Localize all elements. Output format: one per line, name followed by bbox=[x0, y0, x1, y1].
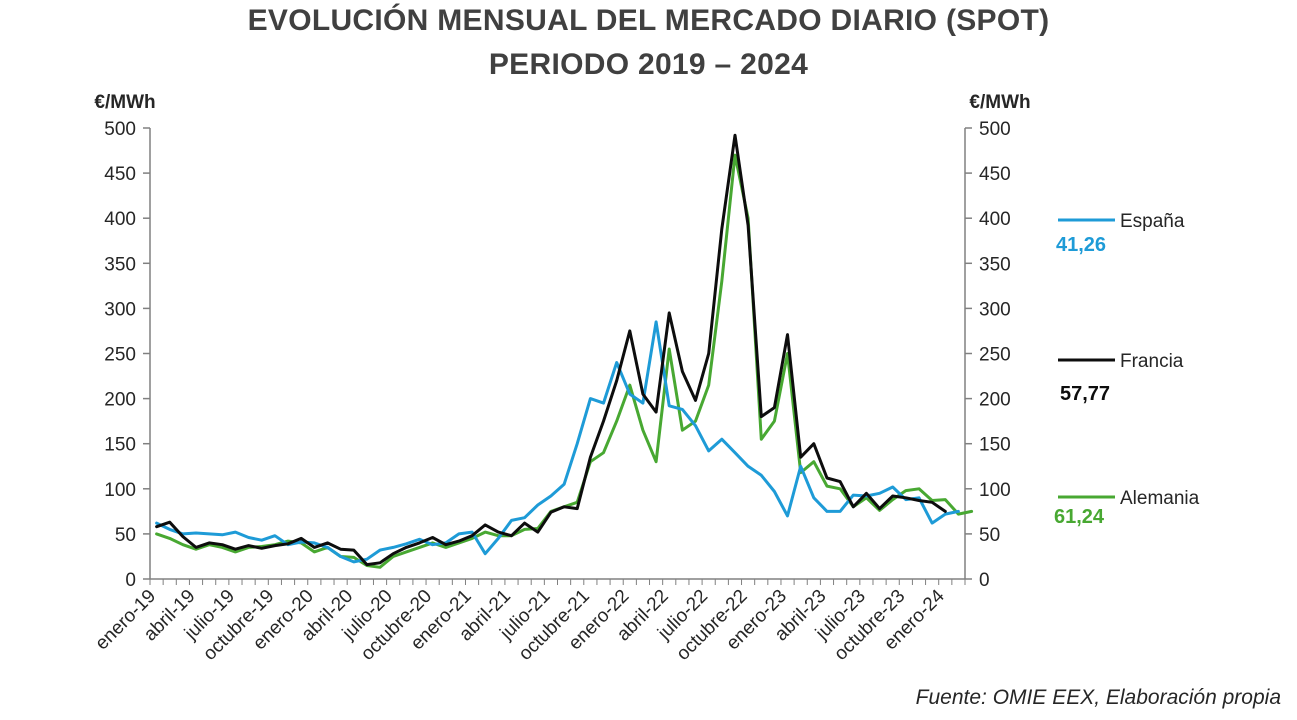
y-tick-label-right: 300 bbox=[979, 299, 1011, 320]
y-tick-label-left: 450 bbox=[104, 164, 136, 185]
legend-label-francia: Francia bbox=[1120, 351, 1184, 372]
y-tick-label-right: 400 bbox=[979, 209, 1011, 230]
chart-title: EVOLUCIÓN MENSUAL DEL MERCADO DIARIO (SP… bbox=[247, 4, 1050, 37]
y-tick-label-right: 200 bbox=[979, 390, 1011, 411]
chart-legend: España 41,26 Francia 57,77 Alemania 61,24 bbox=[1054, 211, 1200, 528]
y-unit-right: €/MWh bbox=[969, 92, 1030, 113]
y-tick-label-left: 250 bbox=[104, 345, 136, 366]
y-tick-label-right: 500 bbox=[979, 119, 1011, 140]
y-tick-label-right: 450 bbox=[979, 164, 1011, 185]
chart-subtitle: PERIODO 2019 – 2024 bbox=[488, 48, 809, 81]
legend-value-francia: 57,77 bbox=[1060, 383, 1110, 405]
y-tick-label-right: 250 bbox=[979, 345, 1011, 366]
y-tick-label-right: 150 bbox=[979, 435, 1011, 456]
y-tick-label-right: 100 bbox=[979, 480, 1011, 501]
series-lines bbox=[155, 133, 974, 569]
y-tick-label-left: 0 bbox=[125, 570, 136, 591]
legend-value-espana: 41,26 bbox=[1056, 234, 1106, 256]
series-line-francia bbox=[155, 133, 947, 567]
y-tick-label-left: 200 bbox=[104, 390, 136, 411]
series-line-espana bbox=[155, 320, 960, 564]
y-tick-label-right: 0 bbox=[979, 570, 990, 591]
y-tick-label-left: 150 bbox=[104, 435, 136, 456]
chart-source: Fuente: OMIE EEX, Elaboración propia bbox=[915, 686, 1281, 709]
y-unit-left: €/MWh bbox=[94, 92, 155, 113]
y-tick-label-left: 50 bbox=[115, 525, 136, 546]
y-tick-label-right: 350 bbox=[979, 254, 1011, 275]
y-tick-label-right: 50 bbox=[979, 525, 1000, 546]
legend-label-alemania: Alemania bbox=[1120, 488, 1200, 509]
legend-value-alemania: 61,24 bbox=[1054, 506, 1105, 528]
chart-axes: 0 0 50 50 100 100 150 150 200 200 250 250 300 300 350 3… bbox=[91, 92, 1030, 665]
y-tick-label-left: 300 bbox=[104, 299, 136, 320]
y-tick-label-left: 400 bbox=[104, 209, 136, 230]
y-tick-label-left: 500 bbox=[104, 119, 136, 140]
legend-label-espana: España bbox=[1120, 211, 1185, 232]
y-tick-label-left: 350 bbox=[104, 254, 136, 275]
y-tick-label-left: 100 bbox=[104, 480, 136, 501]
